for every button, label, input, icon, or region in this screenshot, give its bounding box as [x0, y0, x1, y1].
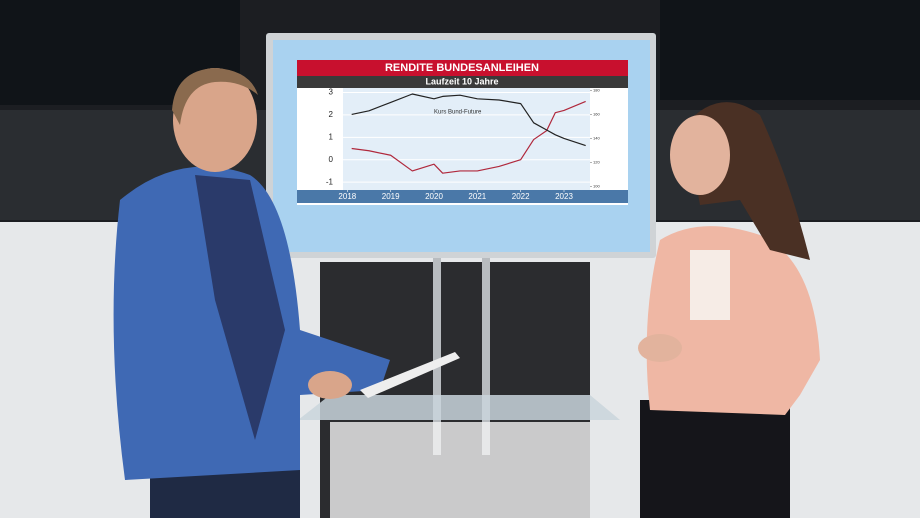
chart-title: RENDITE BUNDESANLEIHEN [385, 62, 539, 74]
stand-pole [482, 255, 490, 455]
glass-table [298, 395, 620, 420]
series-line [351, 100, 586, 174]
series-line [351, 93, 586, 147]
x-tick-label: 2018 [338, 192, 356, 201]
table-base [330, 422, 590, 518]
guest-woman [638, 102, 820, 518]
x-tick-label: 2023 [555, 192, 573, 201]
y2-tick-label: 180 [593, 87, 600, 92]
y2-tick-label: 100 [593, 183, 600, 188]
y2-tick-label: 160 [593, 111, 600, 116]
x-tick-label: 2021 [468, 192, 486, 201]
ticker-board [660, 0, 920, 100]
y-tick-label: -1 [326, 177, 334, 186]
year-band [297, 190, 628, 203]
y-tick-label: 1 [329, 132, 334, 141]
chart: 3 2 1 0 -1 180 160 140 120 100 2018 2019 2020 2021 202… [326, 87, 601, 201]
y2-tick-label: 120 [593, 159, 600, 164]
x-tick-label: 2022 [512, 192, 530, 201]
presenter-man [113, 68, 460, 518]
chart-subtitle: Laufzeit 10 Jahre [425, 76, 498, 86]
subtitle-bar [297, 76, 628, 88]
y-tick-label: 2 [329, 110, 334, 119]
x-tick-label: 2019 [382, 192, 400, 201]
y2-tick-label: 140 [593, 135, 600, 140]
y-tick-label: 3 [329, 88, 334, 97]
y-tick-label: 0 [329, 155, 334, 164]
annotation: Kurs Bund-Future [434, 110, 482, 116]
title-bar [297, 60, 628, 76]
x-tick-label: 2020 [425, 192, 443, 201]
plot-area [343, 88, 590, 190]
stand-pole [433, 255, 441, 455]
